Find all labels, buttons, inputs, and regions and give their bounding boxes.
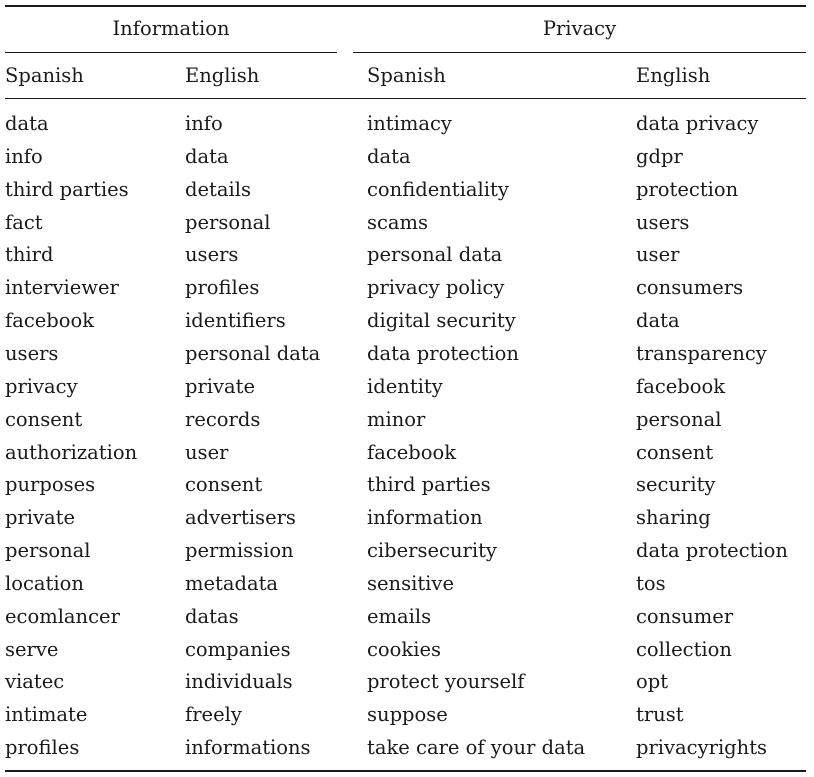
table-cell-spanish-privacy: minor — [367, 408, 426, 431]
table-cell-spanish-information: interviewer — [5, 276, 119, 299]
table-cell-spanish-information: consent — [5, 408, 83, 431]
column-header-english: English — [185, 64, 260, 87]
table-cell-spanish-privacy: scams — [367, 211, 429, 234]
table-cell-spanish-privacy: intimacy — [367, 112, 452, 135]
table-cell-english-privacy: users — [636, 211, 690, 234]
table-cell-spanish-information: ecomlancer — [5, 605, 120, 628]
table-cell-english-information: individuals — [185, 670, 293, 693]
table-cell-english-privacy: protection — [636, 178, 739, 201]
group-header-privacy: Privacy — [542, 17, 617, 40]
table-cell-spanish-information: authorization — [5, 441, 138, 464]
table-cell-english-privacy: consent — [636, 441, 714, 464]
table-cell-spanish-information: personal — [5, 539, 91, 562]
table-cell-english-information: permission — [185, 539, 294, 562]
table-cell-spanish-information: facebook — [5, 309, 95, 332]
table-cell-english-privacy: transparency — [636, 342, 767, 365]
table-cell-spanish-information: private — [5, 506, 76, 529]
table-cell-spanish-information: fact — [5, 211, 43, 234]
table-cell-english-information: metadata — [185, 572, 279, 595]
table-cell-spanish-privacy: data — [367, 145, 411, 168]
table-cell-spanish-information: serve — [5, 638, 59, 661]
table-cell-spanish-information: viatec — [5, 670, 65, 693]
table-cell-english-privacy: security — [636, 473, 716, 496]
table-cell-english-privacy: data protection — [636, 539, 788, 562]
table-cell-english-privacy: facebook — [636, 375, 726, 398]
table-cell-english-privacy: trust — [636, 703, 684, 726]
table-bottom-rule — [5, 770, 806, 772]
table-cell-english-privacy: personal — [636, 408, 722, 431]
table-cell-spanish-privacy: identity — [367, 375, 443, 398]
table-cell-english-information: identifiers — [185, 309, 286, 332]
table-cell-english-privacy: opt — [636, 670, 669, 693]
table-cell-english-privacy: tos — [636, 572, 666, 595]
table-cell-spanish-privacy: facebook — [367, 441, 457, 464]
table-cell-english-information: info — [185, 112, 223, 135]
table-cell-english-information: user — [185, 441, 229, 464]
table-cell-english-information: profiles — [185, 276, 260, 299]
table-cell-spanish-privacy: confidentiality — [367, 178, 509, 201]
table-cell-english-information: users — [185, 243, 239, 266]
table-cell-spanish-information: third — [5, 243, 54, 266]
table-cell-english-information: companies — [185, 638, 291, 661]
information-group-rule — [5, 52, 337, 53]
column-header-spanish: Spanish — [367, 64, 446, 87]
table-cell-spanish-information: info — [5, 145, 43, 168]
header-rule — [5, 98, 806, 99]
table-cell-spanish-privacy: sensitive — [367, 572, 454, 595]
table-cell-spanish-privacy: suppose — [367, 703, 448, 726]
table-cell-spanish-privacy: emails — [367, 605, 432, 628]
table-cell-spanish-privacy: privacy policy — [367, 276, 505, 299]
table-cell-spanish-privacy: protect yourself — [367, 670, 525, 693]
table-cell-spanish-privacy: information — [367, 506, 483, 529]
table-cell-spanish-information: location — [5, 572, 84, 595]
table-cell-english-privacy: user — [636, 243, 680, 266]
table-cell-english-information: data — [185, 145, 229, 168]
table-cell-english-privacy: sharing — [636, 506, 711, 529]
table-cell-spanish-privacy: third parties — [367, 473, 491, 496]
column-header-spanish: Spanish — [5, 64, 84, 87]
table-cell-english-information: details — [185, 178, 251, 201]
column-header-english: English — [636, 64, 711, 87]
table-cell-english-information: datas — [185, 605, 239, 628]
table-cell-spanish-information: profiles — [5, 736, 80, 759]
table-cell-spanish-information: purposes — [5, 473, 96, 496]
table-cell-english-privacy: privacyrights — [636, 736, 768, 759]
table-cell-english-information: personal data — [185, 342, 321, 365]
table-cell-english-information: informations — [185, 736, 311, 759]
table-cell-english-information: advertisers — [185, 506, 296, 529]
table-cell-english-privacy: consumer — [636, 605, 734, 628]
table-cell-spanish-privacy: data protection — [367, 342, 519, 365]
table-cell-spanish-information: data — [5, 112, 49, 135]
table-cell-english-information: personal — [185, 211, 271, 234]
table-cell-spanish-privacy: digital security — [367, 309, 516, 332]
table-cell-english-privacy: consumers — [636, 276, 744, 299]
table-cell-spanish-information: intimate — [5, 703, 88, 726]
table-cell-spanish-privacy: cibersecurity — [367, 539, 497, 562]
table-cell-spanish-information: privacy — [5, 375, 78, 398]
group-header-information: Information — [112, 17, 230, 40]
table-cell-english-information: consent — [185, 473, 263, 496]
table-cell-spanish-privacy: take care of your data — [367, 736, 586, 759]
table-cell-english-information: private — [185, 375, 256, 398]
table-cell-english-privacy: data privacy — [636, 112, 759, 135]
table-cell-english-privacy: collection — [636, 638, 732, 661]
table-cell-spanish-privacy: cookies — [367, 638, 442, 661]
table-cell-english-privacy: data — [636, 309, 680, 332]
table-cell-english-information: records — [185, 408, 261, 431]
table-cell-english-privacy: gdpr — [636, 145, 683, 168]
table-cell-spanish-privacy: personal data — [367, 243, 503, 266]
table-top-rule — [5, 5, 806, 7]
table-cell-spanish-information: users — [5, 342, 59, 365]
table-cell-spanish-information: third parties — [5, 178, 129, 201]
privacy-group-rule — [353, 52, 806, 53]
table-cell-english-information: freely — [185, 703, 242, 726]
